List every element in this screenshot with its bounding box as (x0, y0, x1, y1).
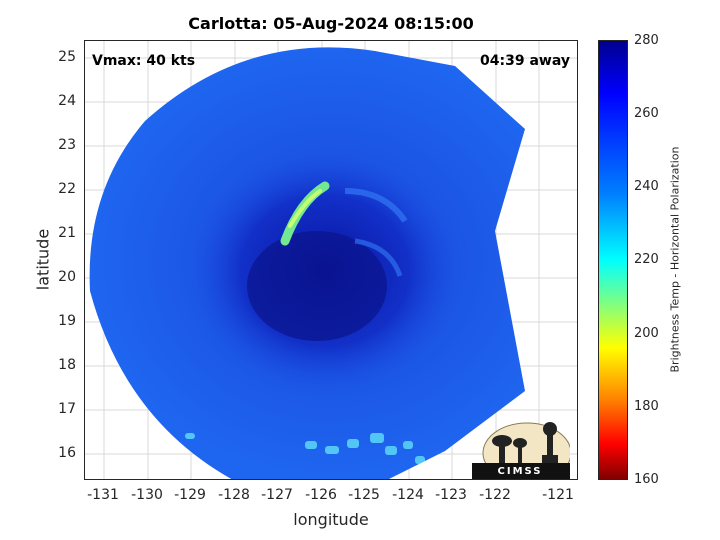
y-tick: 25 (58, 49, 76, 65)
colorbar-tick: 160 (634, 472, 659, 487)
colorbar-tick: 280 (634, 33, 659, 48)
x-tick: -130 (131, 487, 163, 503)
logo-text: CIMSS (497, 466, 543, 477)
x-tick: -126 (305, 487, 337, 503)
x-tick: -131 (87, 487, 119, 503)
plot-area (84, 40, 578, 480)
vmax-label: Vmax: 40 kts (92, 53, 196, 69)
colorbar-tick: 220 (634, 252, 659, 267)
colorbar-tick: 180 (634, 399, 659, 414)
y-axis-label: latitude (33, 228, 53, 291)
colorbar-tick: 260 (634, 106, 659, 121)
x-tick: -129 (174, 487, 206, 503)
x-tick: -128 (218, 487, 250, 503)
y-tick: 20 (58, 269, 76, 285)
x-tick: -127 (261, 487, 293, 503)
x-tick: -123 (435, 487, 467, 503)
colorbar-tick: 200 (634, 326, 659, 341)
x-tick: -121 (542, 487, 574, 503)
x-tick: -125 (348, 487, 380, 503)
cimss-logo (472, 422, 570, 479)
y-tick: 17 (58, 401, 76, 417)
colorbar-label: Brightness Temp - Horizontal Polarizatio… (668, 146, 682, 373)
colorbar (598, 40, 628, 480)
colorbar-tick: 240 (634, 179, 659, 194)
y-tick: 21 (58, 225, 76, 241)
x-axis-label: longitude (293, 510, 369, 529)
y-tick: 19 (58, 313, 76, 329)
y-tick: 16 (58, 445, 76, 461)
chart-title: Carlotta: 05-Aug-2024 08:15:00 (188, 14, 474, 33)
y-tick: 22 (58, 181, 76, 197)
microwave-image (85, 41, 577, 479)
time-away-label: 04:39 away (480, 53, 570, 69)
x-tick: -122 (479, 487, 511, 503)
y-tick: 23 (58, 137, 76, 153)
y-tick: 18 (58, 357, 76, 373)
y-tick: 24 (58, 93, 76, 109)
x-tick: -124 (392, 487, 424, 503)
